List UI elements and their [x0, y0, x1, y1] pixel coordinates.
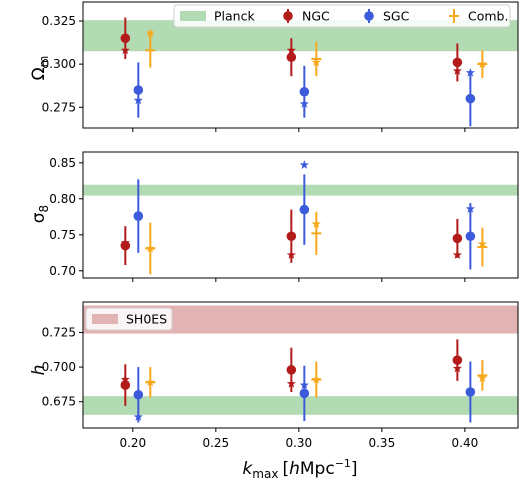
legend-swatch-sgc	[364, 11, 374, 21]
y-tick-label: 0.85	[49, 156, 76, 170]
sgc-star-marker	[133, 412, 143, 421]
sgc-star-marker	[133, 212, 143, 221]
sgc-star-marker	[465, 67, 475, 77]
sgc-marker	[465, 231, 476, 242]
y-tick-label: 0.75	[49, 228, 76, 242]
sgc-marker	[299, 204, 310, 215]
legend-label-sh0es: SH0ES	[126, 312, 167, 327]
legend-label-sgc: SGC	[383, 9, 410, 24]
ngc-star-marker	[452, 363, 462, 373]
legend: SH0ES	[85, 307, 173, 331]
comb-star-marker	[311, 57, 321, 67]
ngc-star-marker	[286, 250, 296, 259]
comb-star-marker	[477, 373, 487, 383]
hubble-h-panel: 0.675 0.700 0.725 0.20 0.25 0.30 0.35 0.40 SH0ES	[42, 301, 519, 450]
comb-star-marker	[477, 239, 487, 249]
x-tick-label: 0.30	[285, 436, 312, 450]
ngc-star-marker	[286, 378, 296, 388]
ngc-marker	[120, 240, 131, 251]
x-axis-label: kmax [hMpc−1]	[242, 457, 357, 481]
comb-star-marker	[311, 219, 321, 228]
planck-band	[83, 184, 518, 196]
ngc-marker	[452, 57, 463, 68]
y-tick-label: 0.325	[42, 14, 76, 28]
ngc-star-marker	[452, 66, 462, 75]
legend-label-planck: Planck	[214, 9, 255, 24]
sgc-marker	[133, 389, 144, 400]
sgc-marker	[133, 85, 144, 95]
y-axis-label-sigma-8: σ8	[29, 205, 51, 223]
y-tick-label: 0.700	[42, 360, 76, 374]
axes-frame	[82, 301, 519, 429]
legend-swatch-ngc	[283, 11, 293, 21]
x-tick-label: 0.25	[202, 436, 229, 450]
axes-frame	[82, 151, 519, 279]
comb-star-marker	[311, 374, 321, 384]
sgc-marker	[465, 93, 476, 104]
y-tick-label: 0.275	[42, 100, 76, 114]
ngc-star-marker	[452, 250, 462, 259]
sigma-8-panel: 0.70 0.75 0.80 0.85	[49, 151, 519, 282]
y-tick-label: 0.725	[42, 325, 76, 339]
x-tick-label: 0.20	[119, 436, 146, 450]
legend-label-comb: Comb.	[468, 9, 508, 24]
sgc-star-marker	[299, 380, 309, 389]
sgc-star-marker	[465, 385, 475, 395]
y-tick-label: 0.70	[49, 264, 76, 278]
comb-star-marker	[145, 377, 155, 387]
legend-frame	[173, 4, 511, 28]
legend-swatch-sh0es	[92, 314, 118, 324]
ngc-marker	[452, 233, 463, 244]
ngc-star-marker	[120, 237, 130, 247]
legend: Planck NGC SGC Comb.	[173, 4, 511, 28]
ngc-star-marker	[120, 374, 130, 384]
ngc-marker	[286, 231, 297, 242]
comb-star-marker	[477, 59, 487, 69]
axes-frame	[82, 1, 519, 129]
ngc-marker	[286, 52, 297, 63]
y-tick-label: 0.80	[49, 192, 76, 206]
sgc-marker	[299, 86, 310, 97]
legend-label-ngc: NGC	[302, 9, 330, 24]
sgc-star-marker	[465, 204, 475, 213]
sgc-star-marker	[133, 95, 143, 105]
comb-star-marker	[145, 243, 155, 253]
legend-swatch-planck	[180, 11, 206, 21]
ngc-star-marker	[286, 45, 296, 55]
omega-m-panel: 0.275 0.300 0.325 Planck NGC SGC Comb.	[42, 1, 519, 132]
sgc-star-marker	[299, 160, 309, 169]
ngc-marker	[452, 355, 463, 365]
ngc-star-marker	[120, 45, 130, 55]
sgc-marker	[299, 388, 310, 399]
ngc-marker	[286, 365, 297, 375]
y-axis-label-omega-m: Ωm	[29, 56, 51, 81]
ngc-marker	[120, 380, 131, 390]
x-tick-label: 0.40	[452, 436, 479, 450]
y-tick-label: 0.675	[42, 395, 76, 409]
legend-frame	[85, 307, 173, 331]
y-axis-label-h: h	[29, 365, 49, 376]
sgc-star-marker	[299, 99, 309, 108]
planck-band	[83, 396, 518, 415]
y-tick-label: 0.300	[42, 57, 76, 71]
x-tick-label: 0.35	[368, 436, 395, 450]
ngc-marker	[120, 33, 131, 44]
comb-star-marker	[145, 28, 155, 37]
